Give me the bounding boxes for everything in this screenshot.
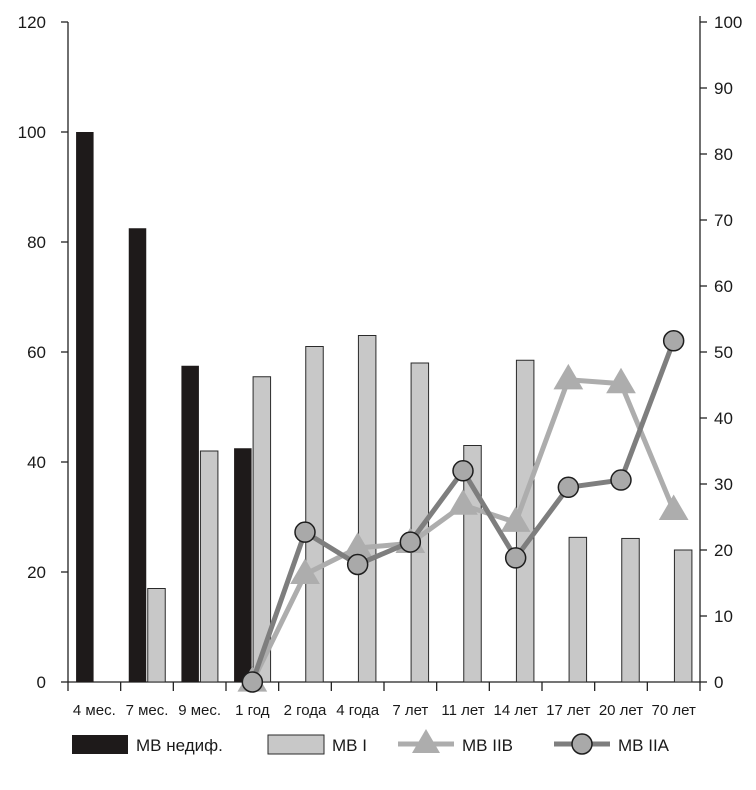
legend-label-mv-nedif: МВ недиф.: [136, 736, 223, 755]
bar-mv-nedif: [234, 448, 252, 682]
point-mv-iia: [294, 521, 316, 543]
category-label: 9 мес.: [178, 702, 221, 719]
legend-marker-mv-iia: [571, 733, 593, 755]
category-label: 4 года: [336, 702, 379, 719]
category-label: 7 лет: [392, 702, 428, 719]
point-mv-iia: [399, 531, 422, 553]
category-label: 2 года: [284, 702, 327, 719]
category-label: 70 лет: [652, 702, 696, 719]
right-tick-label: 50: [714, 343, 733, 362]
right-tick-label: 70: [714, 211, 733, 230]
left-tick-label: 0: [37, 673, 46, 692]
bar-mv-nedif: [76, 132, 94, 682]
point-mv-iia: [504, 547, 527, 569]
category-label: 11 лет: [441, 702, 484, 719]
bar-mv-i: [568, 536, 588, 683]
axis-labels: 0 20 40 60 80 100 120 0 10 20 30 40 50 60 70 80 90 100 4 м…: [18, 13, 743, 719]
bar-mv-i: [621, 537, 640, 683]
point-mv-iib: [553, 363, 584, 390]
point-mv-iib: [290, 558, 320, 585]
bar-mv-i: [147, 588, 166, 683]
right-tick-label: 20: [714, 541, 733, 560]
legend-label-mv-i: МВ I: [332, 736, 367, 755]
point-mv-iia: [557, 476, 580, 499]
point-mv-iib: [658, 494, 689, 521]
point-mv-iib: [500, 506, 531, 532]
legend-label-mv-iib: МВ IIВ: [462, 736, 513, 755]
legend-swatch-mv-nedif: [72, 735, 128, 754]
point-mv-iib: [448, 489, 478, 515]
left-tick-label: 80: [27, 233, 46, 252]
category-label: 1 год: [235, 702, 270, 719]
axes: [61, 16, 707, 691]
bar-mv-i: [305, 346, 324, 683]
right-tick-label: 10: [714, 607, 733, 626]
category-label: 7 мес.: [126, 702, 169, 719]
point-mv-iia: [662, 330, 685, 352]
bar-mv-i: [357, 335, 377, 683]
legend-label-mv-iia: МВ IIА: [618, 736, 670, 755]
category-label: 17 лет: [546, 702, 590, 719]
point-mv-iia: [452, 460, 474, 482]
right-tick-label: 100: [714, 13, 742, 32]
legend-marker-mv-iib: [412, 729, 440, 753]
category-label: 4 мес.: [73, 702, 116, 719]
point-mv-iib: [606, 367, 636, 394]
left-tick-label: 40: [27, 453, 46, 472]
left-tick-label: 60: [27, 343, 46, 362]
left-tick-label: 100: [18, 123, 46, 142]
bar-mv-nedif: [181, 365, 199, 682]
category-label: 20 лет: [599, 702, 643, 719]
legend: МВ недиф. МВ I МВ IIВ МВ IIА: [72, 729, 670, 755]
right-tick-label: 0: [714, 673, 723, 692]
bar-mv-i: [410, 362, 430, 683]
point-mv-iia: [241, 671, 264, 693]
bar-mv-i: [199, 450, 219, 683]
right-tick-label: 60: [714, 277, 733, 296]
left-tick-label: 20: [27, 563, 46, 582]
bars: [76, 132, 693, 683]
bar-mv-i: [673, 549, 693, 683]
category-label: 14 лет: [494, 702, 538, 719]
lines: [237, 330, 689, 693]
right-tick-label: 30: [714, 475, 733, 494]
right-tick-label: 40: [714, 409, 733, 428]
legend-swatch-mv-i: [267, 734, 325, 755]
point-mv-iia: [346, 553, 369, 576]
bar-mv-nedif: [128, 228, 147, 682]
right-tick-label: 90: [714, 79, 733, 98]
left-tick-label: 120: [18, 13, 46, 32]
point-mv-iia: [610, 469, 632, 491]
right-tick-label: 80: [714, 145, 733, 164]
